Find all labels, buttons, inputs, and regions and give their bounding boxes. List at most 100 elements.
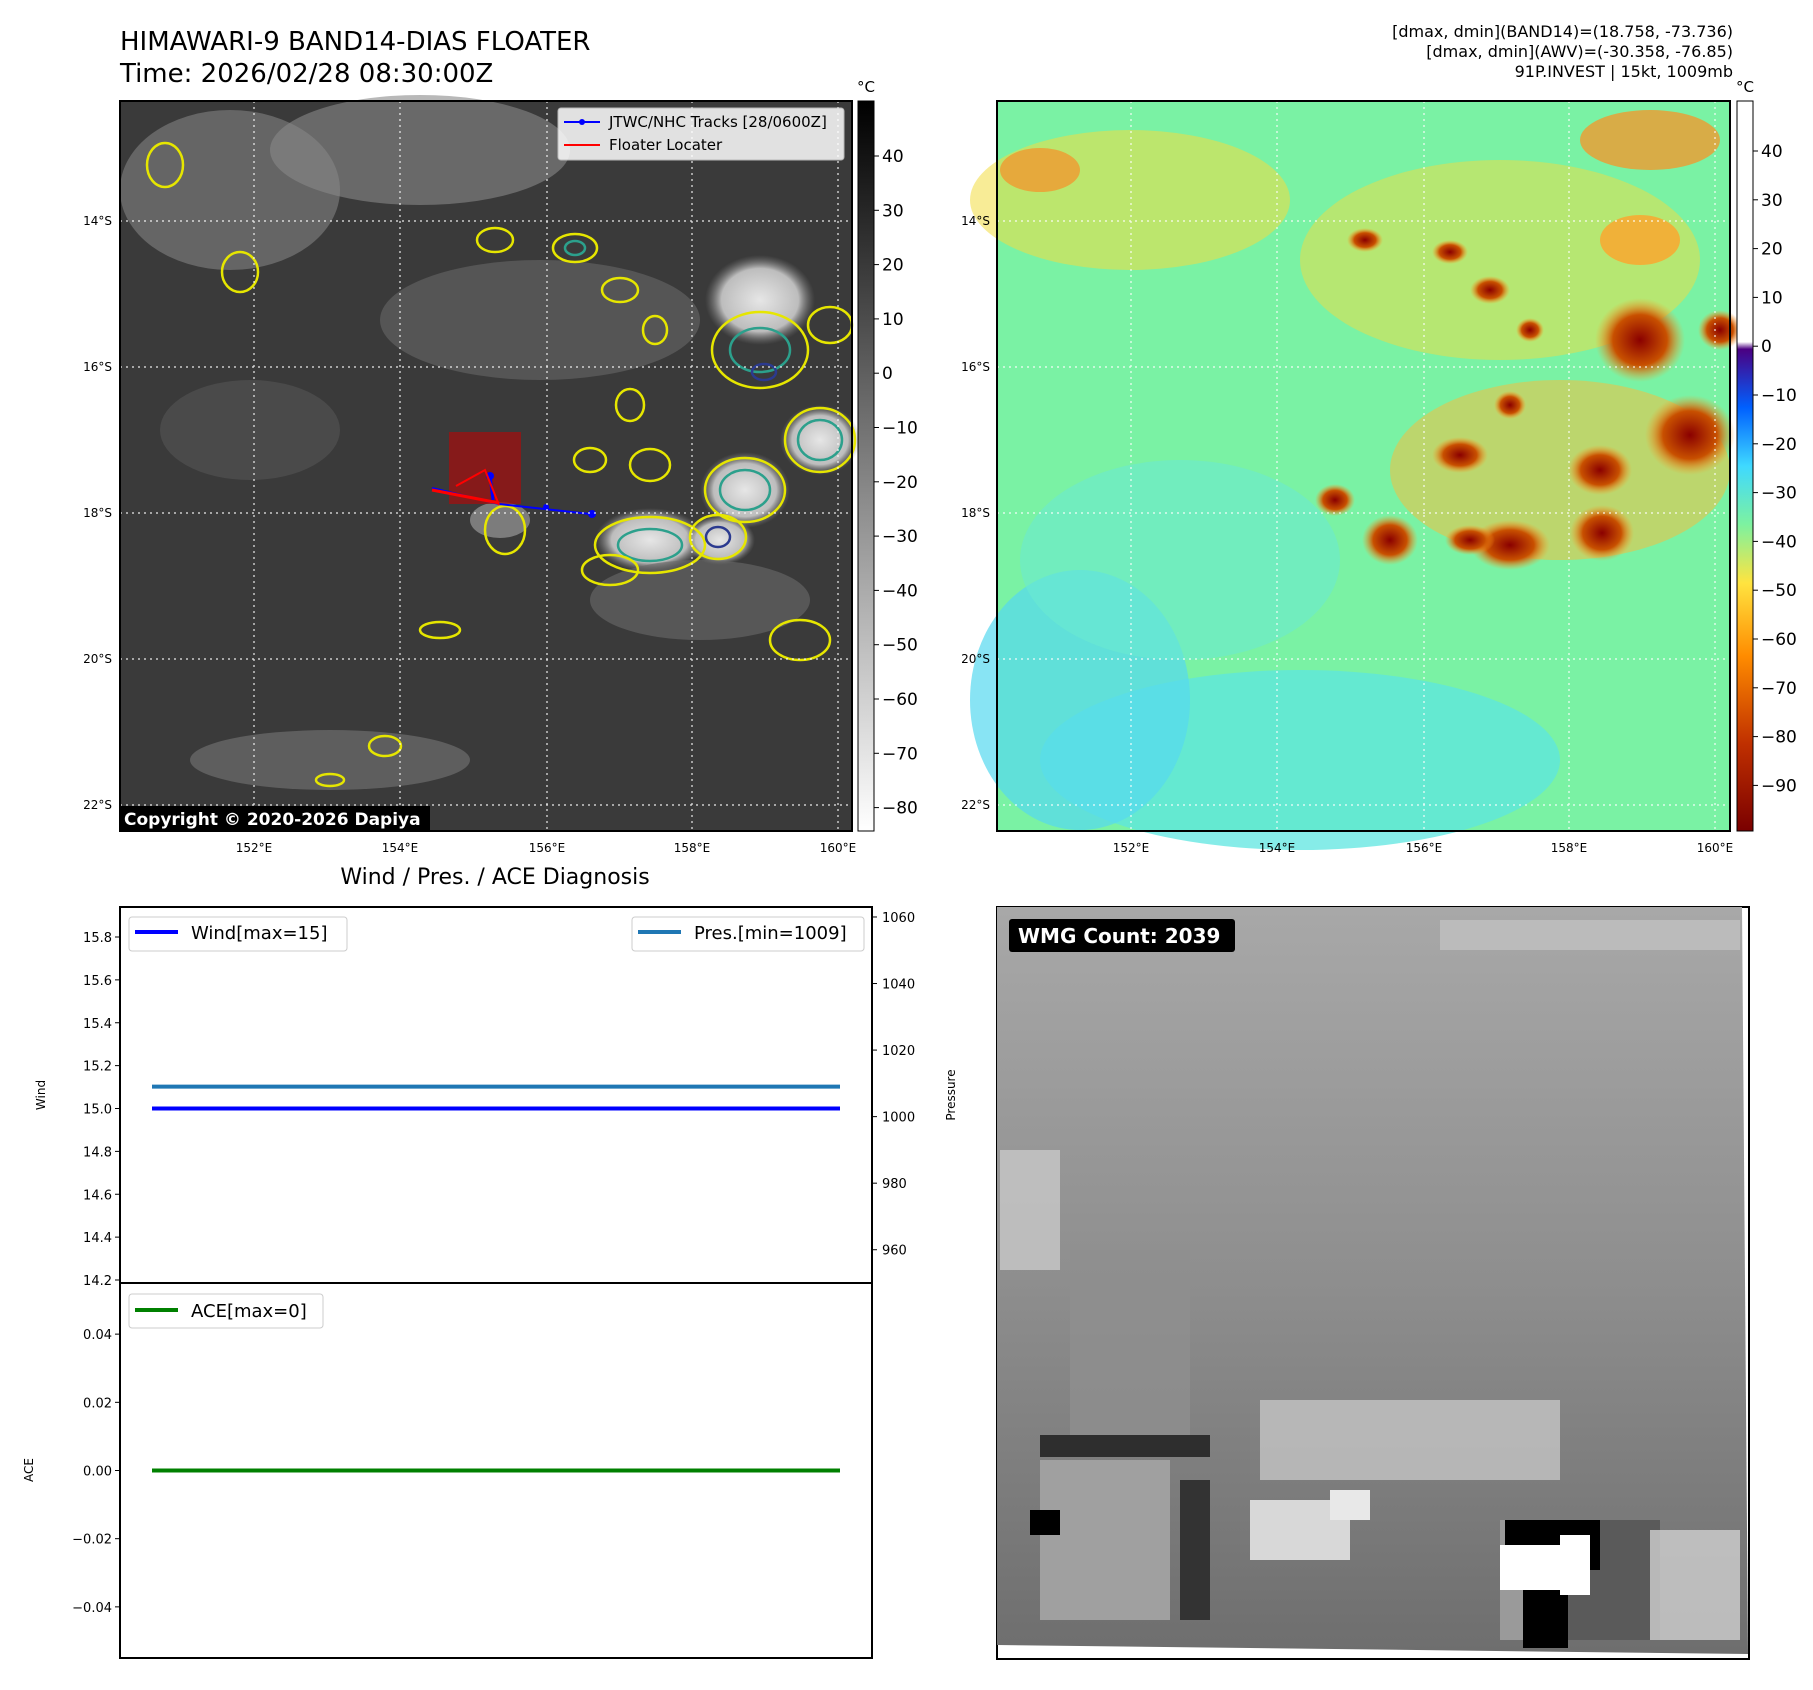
awv-frame [996, 100, 1731, 832]
awv-colorbar-tick-label: 20 [1761, 240, 1783, 260]
pressure-tick-label: 1040 [882, 978, 915, 993]
map-axis-labels: 14°S 14°S 16°S 16°S 18°S 18°S 20°S 20°S 22°S 22°S… [83, 214, 1733, 855]
lon-tick-label: 158°E [1551, 841, 1588, 855]
wind-axis-label: Wind [34, 1080, 48, 1110]
ir-colorbar [857, 100, 875, 832]
pressure-legend: Pres.[min=1009] [631, 916, 865, 952]
ace-tick-label: −0.04 [72, 1601, 112, 1616]
wind-tick-label: 14.2 [83, 1274, 112, 1289]
awv-gridlines [997, 101, 1730, 831]
ir-colorbar-tick-label: −30 [882, 527, 918, 547]
figure-title: HIMAWARI-9 BAND14-DIAS FLOATER Time: 202… [120, 26, 590, 90]
awv-colorbar-tick-label: −70 [1761, 679, 1797, 699]
ir-colorbar-tick-label: −10 [882, 419, 918, 439]
pressure-tick-label: 980 [882, 1177, 907, 1192]
awv-colorbar-tick-label: −10 [1761, 386, 1797, 406]
wind-tick-label: 15.4 [83, 1017, 112, 1032]
copyright-text: Copyright © 2020-2026 Dapiya [124, 810, 421, 830]
awv-colorbar-unit: °C [1736, 78, 1754, 96]
diagnosis-title: Wind / Pres. / ACE Diagnosis [340, 865, 649, 890]
lon-tick-label: 154°E [1259, 841, 1296, 855]
wmg-panel: WMG Count: 2039 [996, 906, 1750, 1660]
wind-legend-label: Wind[max=15] [191, 923, 328, 944]
awv-colorbar-tick-label: 0 [1761, 337, 1772, 357]
pressure-tick-label: 960 [882, 1244, 907, 1259]
stats-line-1: [dmax, dmin](BAND14)=(18.758, -73.736) [1392, 22, 1733, 41]
awv-colorbar [1736, 100, 1754, 832]
pressure-tick-label: 1060 [882, 911, 915, 926]
ir-colorbar-tick-label: −20 [882, 473, 918, 493]
wind-tick-label: 14.4 [83, 1231, 112, 1246]
lat-tick-label: 20°S [83, 652, 112, 666]
awv-colorbar-tick-label: −80 [1761, 728, 1797, 748]
lon-tick-label: 156°E [1406, 841, 1443, 855]
floater-locater-line [431, 488, 500, 505]
ir-colorbar-tick-label: 30 [882, 201, 904, 221]
lon-tick-label: 160°E [820, 841, 857, 855]
awv-colorbar-tick-label: −20 [1761, 435, 1797, 455]
diagnosis-panel: Wind / Pres. / ACE Diagnosis 15.815.615.… [22, 865, 958, 1659]
wmg-features [1000, 920, 1740, 1648]
title-line-2: Time: 2026/02/28 08:30:00Z [120, 59, 494, 89]
lat-tick-label: 22°S [83, 798, 112, 812]
lat-tick-label: 14°S [83, 214, 112, 228]
legend-track-swatch-dot [579, 119, 585, 125]
lon-tick-label: 152°E [1113, 841, 1150, 855]
ir-panel: JTWC/NHC Tracks [28/0600Z] Floater Locat… [119, 78, 918, 832]
ir-clouds [120, 95, 860, 790]
ace-tick-label: −0.02 [72, 1533, 112, 1548]
awv-colorbar-tick-label: −40 [1761, 532, 1797, 552]
lon-tick-label: 154°E [382, 841, 419, 855]
ir-contours [145, 141, 857, 788]
stats-line-2: [dmax, dmin](AWV)=(-30.358, -76.85) [1426, 42, 1733, 61]
floater-locator-box [449, 432, 521, 504]
floater-locater-line [455, 468, 500, 506]
awv-colorbar-tick-label: −90 [1761, 776, 1797, 796]
awv-panel: °C 40 30 20 10 0 −10 −20 −30 −40 −50 −60 −70 −80 −90 [970, 78, 1797, 850]
wind-tick-label: 15.2 [83, 1060, 112, 1075]
ir-colorbar-tick-label: 40 [882, 147, 904, 167]
ir-gridlines [120, 101, 852, 831]
jtwc-track-point [543, 504, 549, 510]
ir-colorbar-tick-label: −70 [882, 744, 918, 764]
diagnosis-ticks: 15.8 15.6 15.4 15.2 15.0 14.8 14.6 14.4 14.2 1060… [72, 911, 915, 1616]
pressure-legend-label: Pres.[min=1009] [694, 923, 847, 944]
ace-tick-label: 0.04 [83, 1328, 112, 1343]
lat-tick-label: 20°S [961, 652, 990, 666]
ir-legend: JTWC/NHC Tracks [28/0600Z] Floater Locat… [557, 107, 845, 161]
ace-legend-label: ACE[max=0] [191, 1301, 307, 1322]
legend-track-label: JTWC/NHC Tracks [28/0600Z] [608, 113, 827, 131]
wmg-image [997, 907, 1748, 1654]
title-line-1: HIMAWARI-9 BAND14-DIAS FLOATER [120, 27, 591, 57]
wind-tick-label: 14.8 [83, 1145, 112, 1160]
ir-colorbar-tick-label: −40 [882, 581, 918, 601]
ace-axis-label: ACE [22, 1458, 36, 1482]
wind-tick-label: 15.0 [83, 1103, 112, 1118]
stats-block: [dmax, dmin](BAND14)=(18.758, -73.736) [… [1392, 22, 1733, 82]
ir-frame [119, 100, 853, 832]
awv-storms [1315, 215, 1742, 570]
copyright-box [120, 806, 430, 831]
awv-colorbar-tick-label: −50 [1761, 581, 1797, 601]
awv-colorbar-tick-label: 10 [1761, 288, 1783, 308]
wind-pressure-axes [119, 906, 873, 1284]
awv-colorbar-ticks: 40 30 20 10 0 −10 −20 −30 −40 −50 −60 −70 −80 −90 [1753, 142, 1797, 796]
lat-tick-label: 16°S [961, 360, 990, 374]
ir-colorbar-ticks: 40 30 20 10 0 −10 −20 −30 −40 −50 −60 −70 −80 [874, 147, 918, 819]
awv-colorbar-tick-label: 40 [1761, 142, 1783, 162]
lat-tick-label: 16°S [83, 360, 112, 374]
lon-tick-label: 160°E [1697, 841, 1734, 855]
ir-colorbar-tick-label: −60 [882, 690, 918, 710]
pressure-tick-label: 1020 [882, 1044, 915, 1059]
pressure-axis-label: Pressure [944, 1069, 958, 1120]
lat-tick-label: 18°S [961, 506, 990, 520]
awv-colorbar-tick-label: −60 [1761, 630, 1797, 650]
pressure-tick-label: 1000 [882, 1111, 915, 1126]
ir-colorbar-tick-label: −50 [882, 636, 918, 656]
wind-tick-label: 15.6 [83, 974, 112, 989]
lon-tick-label: 152°E [236, 841, 273, 855]
ir-colorbar-tick-label: 10 [882, 310, 904, 330]
ir-colorbar-tick-label: 20 [882, 256, 904, 276]
lat-tick-label: 14°S [961, 214, 990, 228]
